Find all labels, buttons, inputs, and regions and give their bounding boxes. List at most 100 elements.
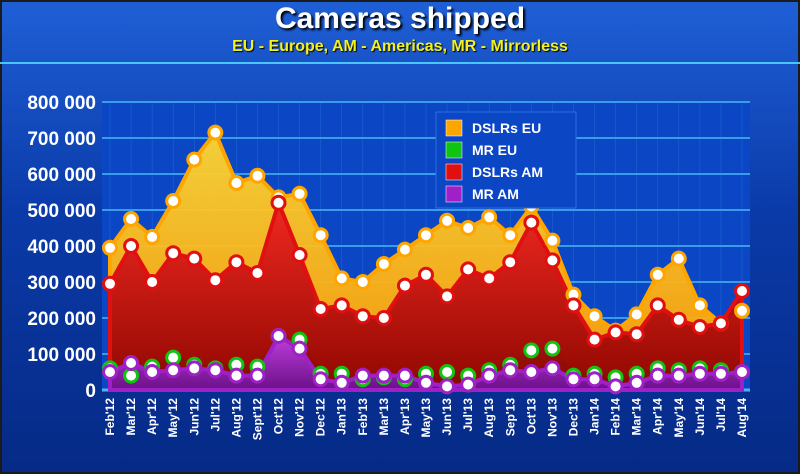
data-point bbox=[249, 167, 266, 184]
data-point bbox=[249, 367, 266, 384]
data-point bbox=[165, 193, 182, 209]
data-point bbox=[691, 365, 708, 382]
data-point bbox=[460, 261, 477, 278]
data-point bbox=[228, 254, 245, 271]
data-point bbox=[670, 311, 687, 328]
data-point bbox=[481, 270, 498, 287]
data-point bbox=[375, 310, 392, 326]
data-point bbox=[418, 266, 434, 283]
data-point bbox=[186, 360, 203, 377]
x-tick-label: Mar'14 bbox=[630, 398, 644, 436]
x-tick-label: Oct'13 bbox=[524, 398, 538, 435]
data-point bbox=[607, 324, 624, 341]
x-tick-label: Feb'13 bbox=[356, 398, 370, 436]
data-point bbox=[691, 319, 708, 335]
x-tick-label: Dec'13 bbox=[566, 398, 580, 437]
x-tick-label: Mar'13 bbox=[377, 398, 391, 436]
data-point bbox=[144, 229, 161, 245]
data-point bbox=[628, 374, 645, 391]
y-tick-label: 200 000 bbox=[27, 309, 96, 330]
data-point bbox=[544, 232, 561, 249]
x-tick-label: May'14 bbox=[672, 398, 686, 438]
x-tick-label: Feb'14 bbox=[609, 398, 623, 436]
data-point bbox=[544, 340, 561, 357]
data-point bbox=[207, 272, 224, 289]
x-tick-label: May'12 bbox=[166, 398, 180, 438]
data-point bbox=[396, 277, 413, 294]
x-tick-label: May'13 bbox=[419, 398, 433, 438]
area-mr-am bbox=[108, 334, 744, 392]
data-point bbox=[291, 340, 308, 357]
data-point bbox=[102, 275, 118, 292]
data-point bbox=[291, 247, 308, 263]
legend-swatch bbox=[445, 141, 463, 159]
data-point bbox=[649, 367, 666, 384]
data-point bbox=[186, 151, 203, 168]
legend-swatch bbox=[445, 163, 463, 181]
data-point bbox=[396, 241, 413, 258]
series-areas bbox=[108, 130, 744, 392]
data-point bbox=[439, 364, 456, 380]
y-tick-label: 500 000 bbox=[27, 201, 96, 222]
y-tick-label: 400 000 bbox=[27, 237, 96, 258]
y-tick-label: 300 000 bbox=[27, 273, 96, 294]
y-tick-label: 800 000 bbox=[27, 93, 96, 114]
data-point bbox=[439, 378, 456, 395]
x-tick-label: Apr'12 bbox=[145, 398, 159, 435]
data-point bbox=[628, 326, 645, 343]
x-tick-label: Dec'12 bbox=[314, 398, 328, 437]
y-tick-label: 700 000 bbox=[27, 129, 96, 150]
data-point bbox=[375, 367, 392, 384]
data-point bbox=[312, 371, 329, 388]
legend-label: DSLRs EU bbox=[472, 120, 541, 136]
data-point bbox=[523, 364, 540, 380]
data-point bbox=[628, 306, 645, 323]
data-point bbox=[312, 227, 329, 244]
data-point bbox=[670, 250, 687, 267]
y-axis: 0 100 000 200 000 300 000 400 000 500 000 600 … bbox=[27, 93, 96, 402]
data-point bbox=[375, 256, 392, 272]
data-point bbox=[586, 331, 603, 348]
x-tick-label: Aug'13 bbox=[482, 398, 496, 438]
data-point bbox=[544, 360, 561, 377]
x-tick-label: Aug'12 bbox=[229, 398, 243, 438]
data-point bbox=[207, 124, 224, 141]
data-point bbox=[712, 365, 729, 382]
data-point bbox=[523, 214, 540, 231]
data-point bbox=[418, 374, 434, 391]
x-tick-label: Apr'14 bbox=[651, 398, 665, 435]
data-point bbox=[354, 367, 371, 384]
data-point bbox=[144, 274, 161, 290]
data-point bbox=[249, 265, 266, 281]
data-point bbox=[586, 371, 603, 388]
data-point bbox=[333, 374, 350, 391]
data-point bbox=[396, 367, 413, 384]
legend-swatch bbox=[445, 185, 463, 203]
x-tick-label: Jul'14 bbox=[714, 398, 728, 432]
data-point bbox=[502, 362, 519, 379]
legend: DSLRs EU MR EU DSLRs AM MR AM bbox=[435, 111, 577, 209]
data-point bbox=[270, 328, 287, 344]
x-tick-label: Mar'12 bbox=[124, 398, 138, 436]
data-point bbox=[439, 212, 456, 229]
data-point bbox=[586, 308, 603, 325]
data-point bbox=[165, 245, 182, 262]
x-tick-label: Apr'13 bbox=[398, 398, 412, 435]
data-point bbox=[123, 367, 140, 384]
data-point bbox=[354, 274, 371, 290]
data-point bbox=[207, 362, 224, 379]
chart-title: Cameras shipped bbox=[274, 2, 526, 35]
data-point bbox=[333, 297, 350, 314]
data-point bbox=[460, 376, 477, 393]
y-tick-label: 600 000 bbox=[27, 165, 96, 186]
area-dslrs-am bbox=[108, 200, 744, 392]
data-point bbox=[439, 288, 456, 305]
x-tick-label: Jun'14 bbox=[693, 398, 707, 436]
x-tick-label: Sep'13 bbox=[503, 398, 517, 437]
x-tick-label: Jan'14 bbox=[588, 398, 602, 435]
y-tick-label: 0 bbox=[85, 381, 96, 402]
data-point bbox=[734, 283, 750, 299]
x-tick-label: Jul'12 bbox=[208, 398, 222, 432]
data-point bbox=[123, 211, 140, 227]
data-point bbox=[481, 367, 498, 384]
